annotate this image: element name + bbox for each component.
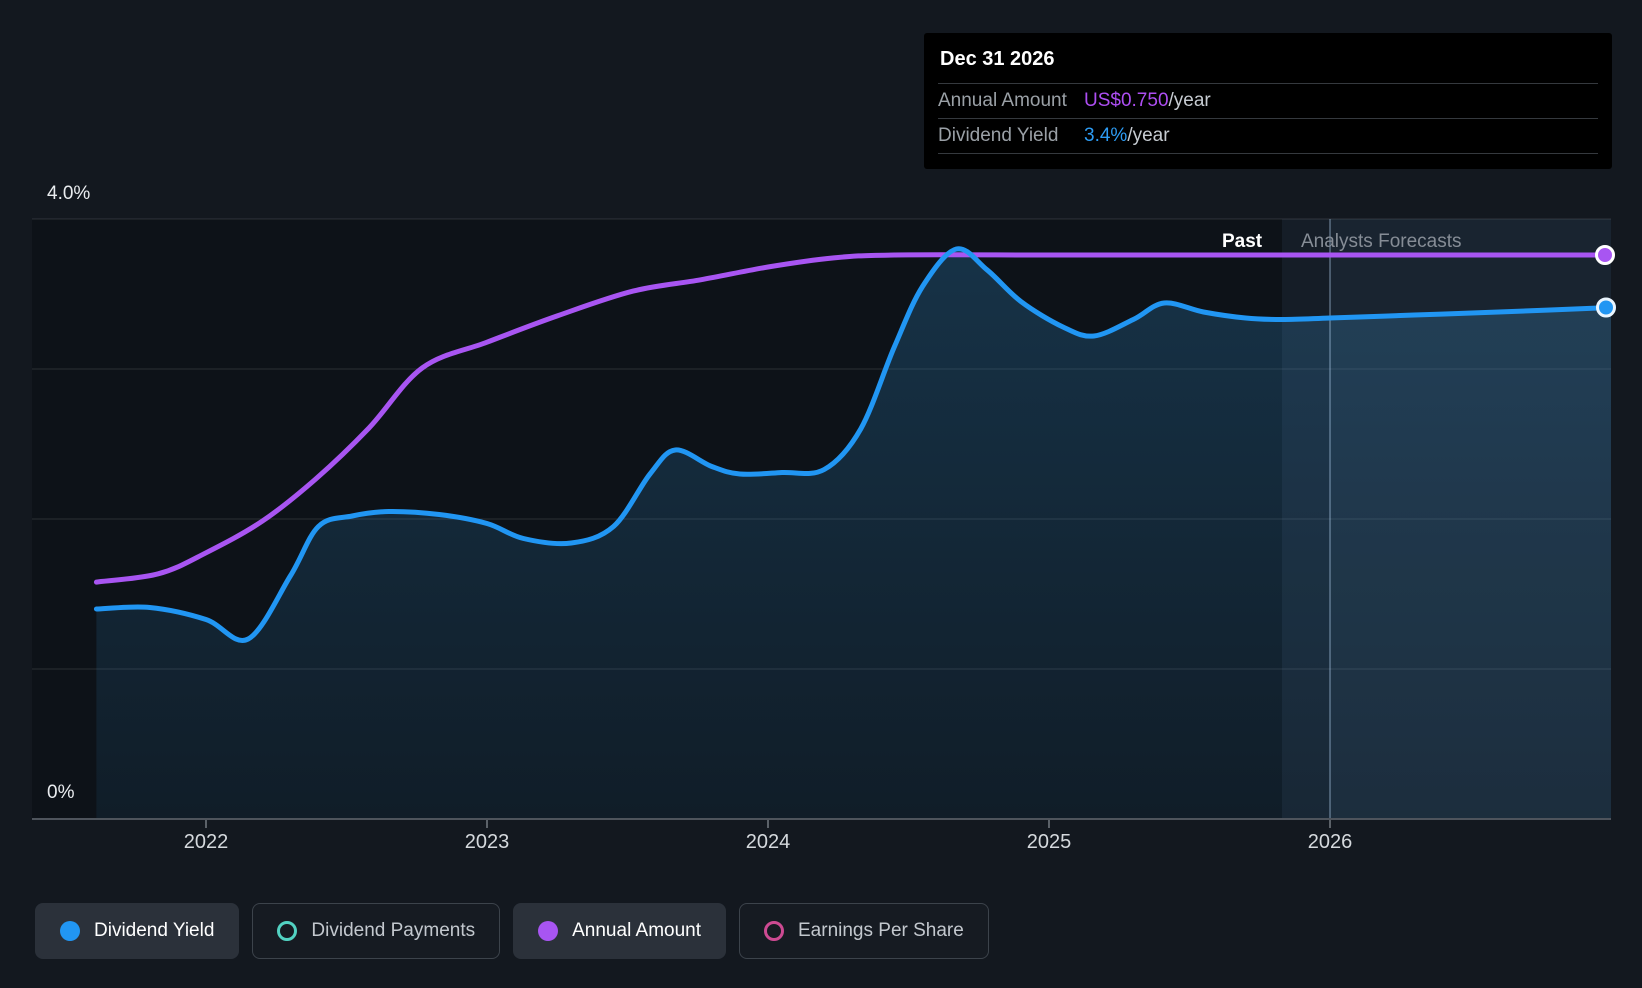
x-tick-label: 2025 — [1026, 831, 1072, 853]
dividend-yield-line — [93, 246, 1614, 643]
tooltip-row-value: 3.4% — [1084, 125, 1128, 146]
tooltip-row-suffix: /year — [1168, 90, 1211, 111]
tooltip-row-annual-amount: Annual Amount US$0.750/year — [938, 83, 1598, 118]
tooltip: Dec 31 2026 Annual Amount US$0.750/year … — [924, 33, 1612, 169]
legend-button-earnings-per-share[interactable]: Earnings Per Share — [739, 903, 989, 959]
legend-label: Dividend Payments — [311, 920, 476, 941]
x-tick-label: 2024 — [745, 831, 791, 853]
annual-amount-line — [93, 252, 1614, 585]
analysts-forecasts-label: Analysts Forecasts — [1301, 231, 1462, 252]
annual-amount-endpoint-marker — [1595, 245, 1615, 265]
legend-label: Annual Amount — [572, 920, 701, 941]
tooltip-row-label: Dividend Yield — [938, 125, 1059, 146]
legend-button-dividend-payments[interactable]: Dividend Payments — [252, 903, 501, 959]
forecast-band-final-year — [1330, 219, 1611, 819]
tooltip-row-suffix: /year — [1127, 125, 1170, 146]
dividend-payments-marker-icon — [277, 921, 298, 941]
legend-label: Dividend Yield — [94, 920, 215, 941]
tooltip-date: Dec 31 2026 — [940, 48, 1055, 70]
legend-button-dividend-yield[interactable]: Dividend Yield — [35, 903, 240, 959]
dividend-yield-marker-icon — [60, 921, 80, 941]
tooltip-divider — [938, 153, 1598, 154]
x-tick-label: 2023 — [464, 831, 510, 853]
x-axis-ticks — [205, 820, 1331, 828]
past-label: Past — [1222, 231, 1263, 252]
tooltip-row-value: US$0.750 — [1084, 90, 1169, 111]
legend: Dividend Yield Dividend Payments Annual … — [35, 903, 989, 959]
tooltip-row-dividend-yield: Dividend Yield 3.4%/year — [938, 118, 1598, 153]
y-axis-label-top: 4.0% — [47, 183, 91, 204]
dividend-yield-endpoint-marker — [1596, 297, 1616, 318]
x-tick-label: 2022 — [183, 831, 229, 853]
annual-amount-marker-icon — [538, 921, 559, 941]
legend-label: Earnings Per Share — [798, 920, 964, 941]
earnings-per-share-marker-icon — [764, 921, 784, 941]
x-tick-label: 2026 — [1307, 831, 1353, 853]
dividend-yield-area-fill — [96, 248, 1611, 819]
tooltip-row-label: Annual Amount — [938, 90, 1067, 111]
y-axis-label-bottom: 0% — [47, 782, 75, 803]
legend-button-annual-amount[interactable]: Annual Amount — [513, 903, 726, 959]
